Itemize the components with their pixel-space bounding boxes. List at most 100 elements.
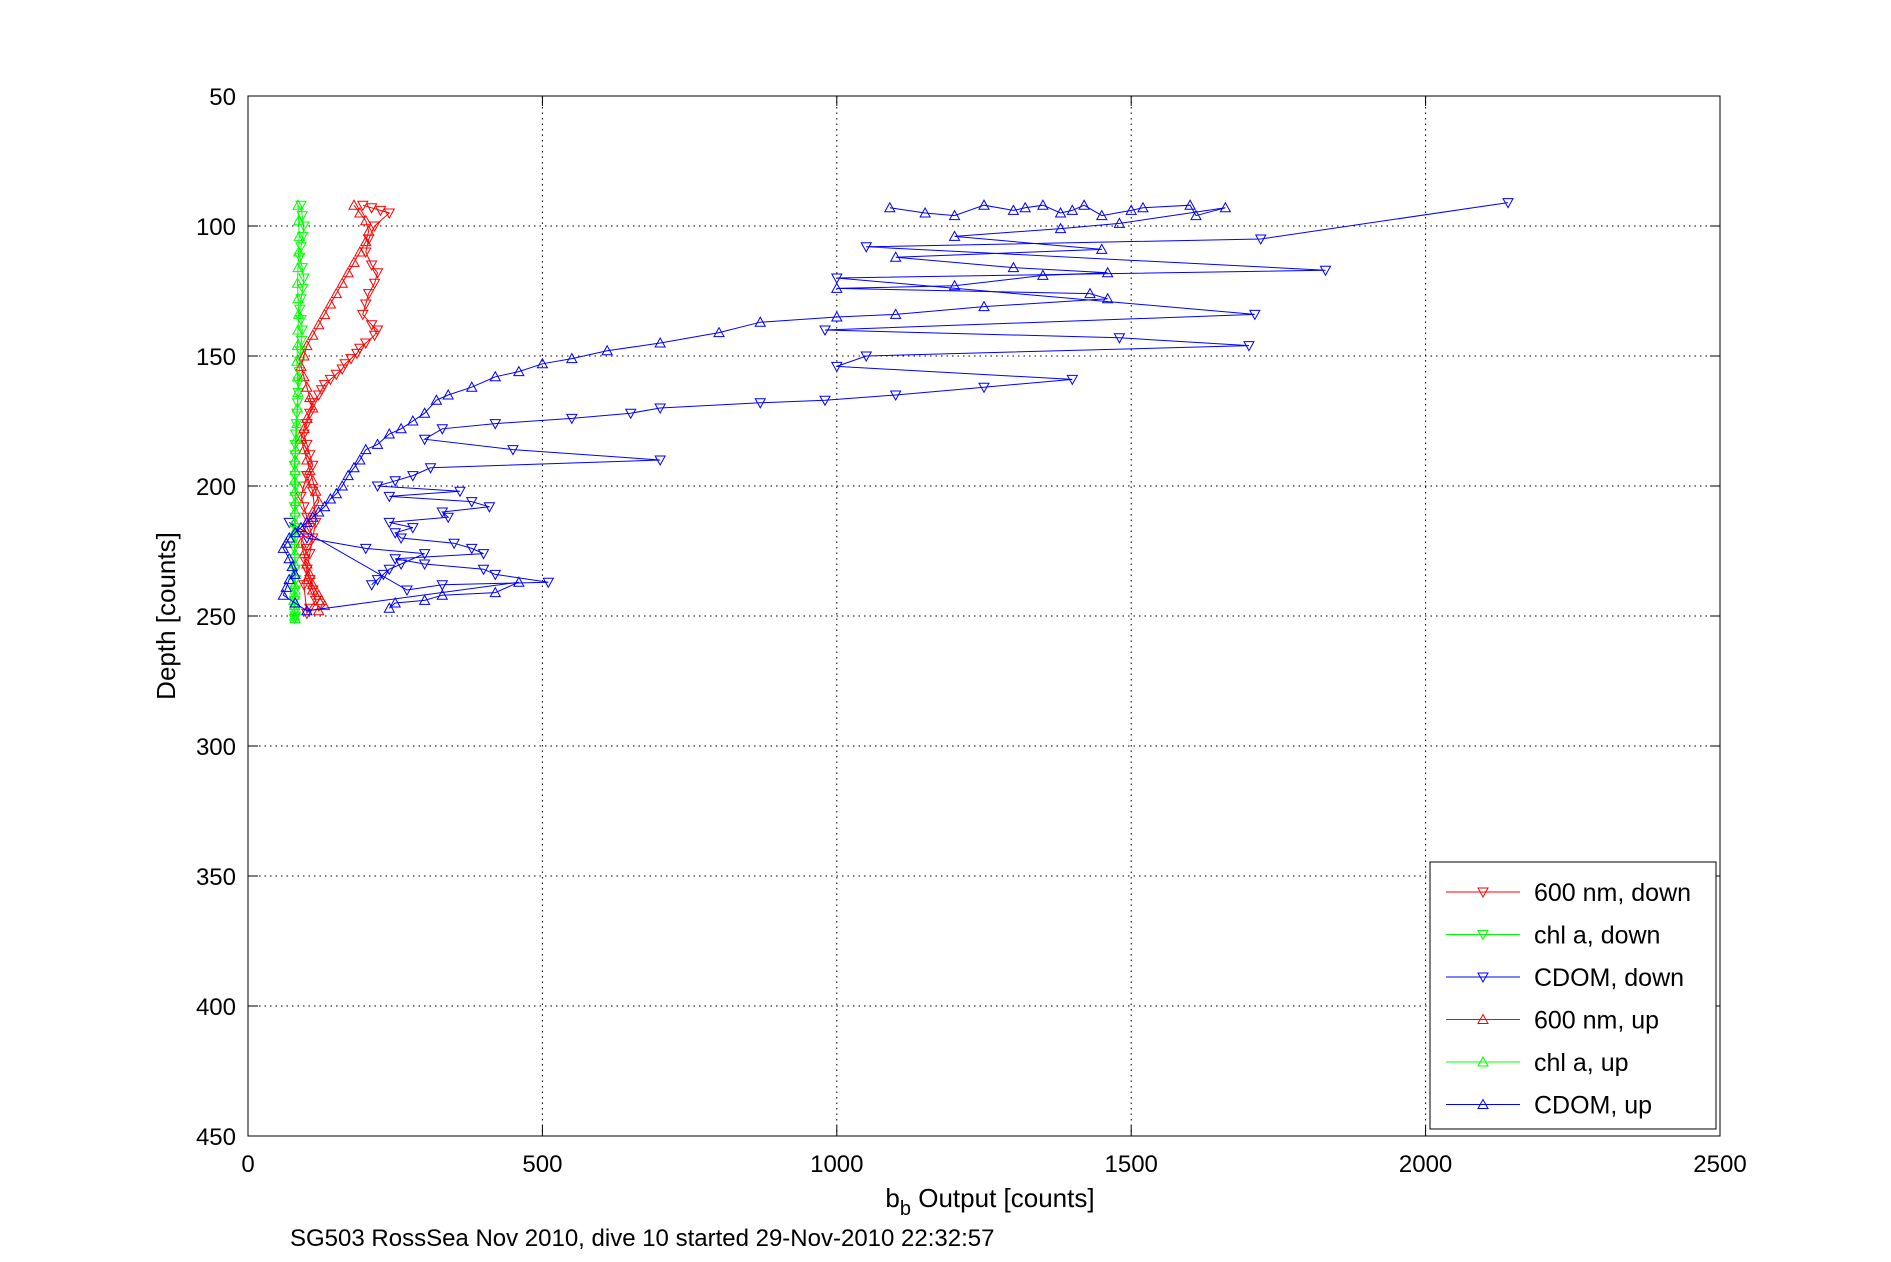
data-point [465,381,478,392]
data-point [301,573,313,585]
data-point [654,336,667,348]
data-point [489,586,502,598]
data-point [339,359,352,370]
data-point [348,199,360,210]
data-point [289,596,301,608]
data-point [442,388,455,400]
data-point [407,523,419,534]
data-point [436,589,449,600]
data-point [565,413,578,425]
data-point [318,380,331,391]
data-point [298,370,310,382]
data-point [713,326,725,338]
data-point [295,537,307,548]
data-point [465,497,478,508]
data-point [377,569,390,581]
data-point [292,292,304,304]
data-point [306,486,319,498]
data-point [407,471,419,482]
data-point [288,537,301,548]
data-point [288,578,301,590]
data-point [289,453,301,465]
data-point [289,464,301,475]
data-point [291,370,304,382]
data-point [293,252,306,264]
data-point [1054,222,1067,234]
y-tick-label: 200 [196,474,236,501]
data-point [289,526,301,538]
data-point [301,412,313,423]
data-point [295,521,307,533]
data-point [1243,341,1255,352]
data-point [296,231,309,243]
data-point [1037,199,1049,210]
data-point [830,273,843,285]
series-line [282,204,1226,612]
legend-swatch-marker [1477,930,1489,941]
data-point [483,502,496,513]
data-point [293,304,306,316]
data-point [295,335,308,347]
data-point [1184,199,1196,210]
data-point [1319,265,1332,277]
series-5 [277,199,1232,616]
y-tick-label: 400 [196,994,236,1021]
data-point [277,589,290,600]
data-point [289,575,302,586]
data-point [374,205,387,217]
data-point [289,505,301,517]
data-point [291,339,304,351]
data-point [436,580,449,591]
data-point [477,549,490,560]
data-point [418,549,431,560]
data-point [1095,243,1108,254]
data-point [292,245,305,257]
data-point [654,403,667,415]
data-point [371,575,384,586]
data-point [290,433,303,444]
legend-label: chl a, down [1534,922,1660,950]
data-point [948,279,961,291]
data-point [318,599,331,611]
data-point [362,289,375,300]
data-point [303,391,316,403]
data-point [1502,198,1514,209]
data-point [342,266,354,278]
data-point [296,325,309,337]
data-point [280,581,293,592]
data-point [1113,333,1126,344]
data-point [465,543,478,555]
data-point [1219,201,1232,213]
data-point [301,339,313,351]
x-tick-label: 1500 [1105,1151,1158,1178]
axis-tick-labels: 0 500 1000 1500 2000 2500 50 100 150 200 250 300 350… [196,84,1747,1178]
data-point [348,256,360,267]
data-point [1078,199,1090,210]
legend-label: 600 nm, up [1534,1007,1659,1035]
x-tick-label: 0 [241,1151,254,1178]
data-point [359,443,372,455]
data-point [309,485,322,496]
data-point [1254,234,1267,246]
data-point [442,512,455,524]
data-point [889,390,902,402]
data-point [1054,206,1067,218]
data-point [489,419,502,430]
data-point [1084,287,1096,299]
data-point [291,417,303,429]
data-point [289,450,301,461]
data-point [1101,292,1114,304]
data-point [289,568,301,579]
data-point [601,344,614,356]
data-point [1066,374,1079,386]
data-point [359,214,372,226]
data-point [289,612,301,624]
data-point [306,329,319,340]
series-line [288,202,1509,591]
series-line [293,205,300,619]
data-point [1101,266,1114,278]
data-point [1113,217,1126,228]
data-point [359,338,372,350]
data-point [301,604,313,616]
